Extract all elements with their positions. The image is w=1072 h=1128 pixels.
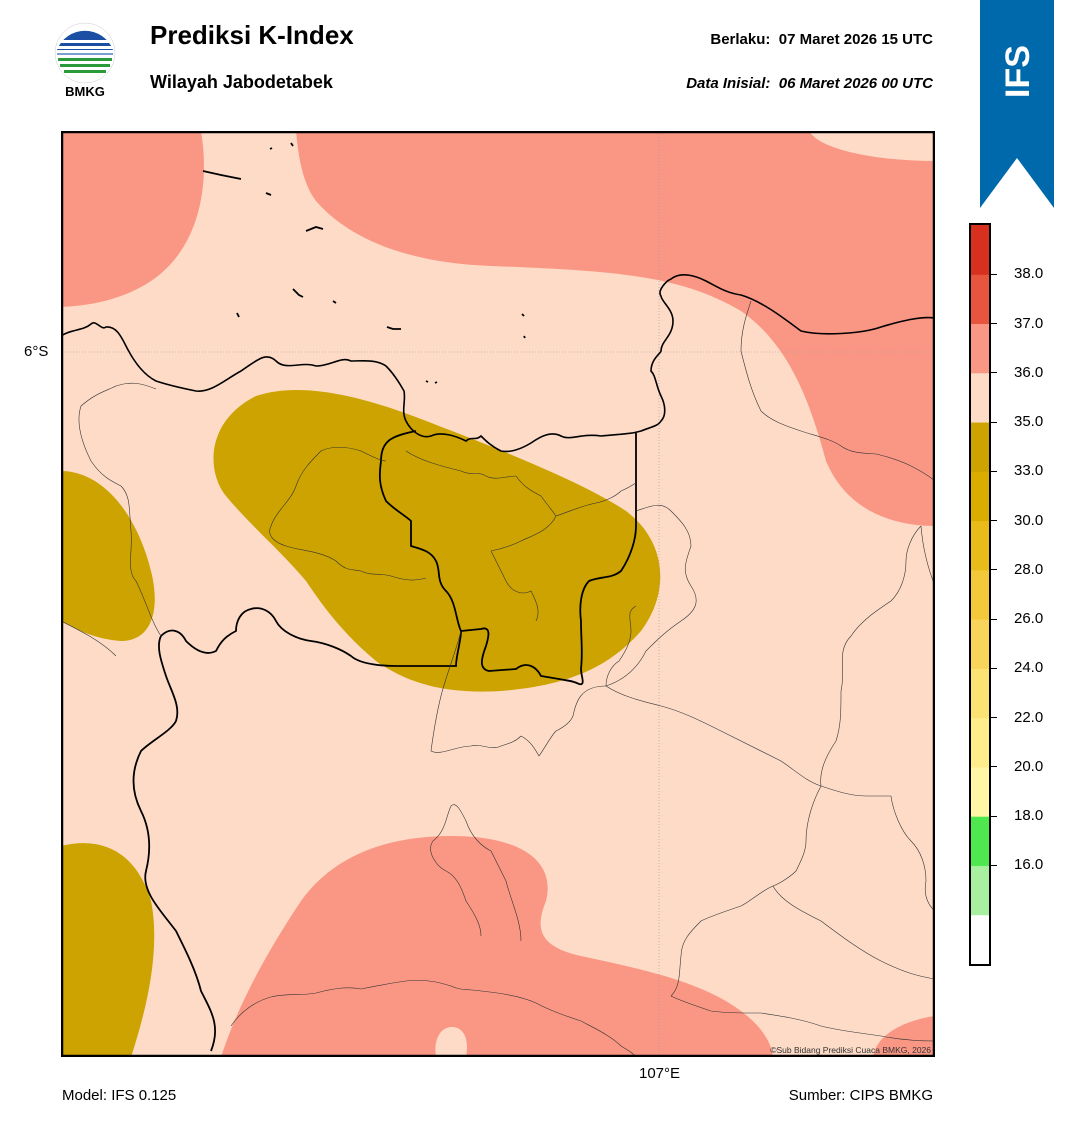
region-35-36-gap (435, 1026, 467, 1057)
region-36-37-north (296, 131, 935, 526)
region-33-35-center (213, 389, 661, 692)
colorbar-tick-label: 26.0 (1014, 610, 1044, 628)
colorbar-tick-label: 35.0 (1014, 413, 1044, 431)
colorbar-tick (991, 323, 997, 325)
colorbar-segment (971, 422, 989, 472)
colorbar-tick (991, 421, 997, 423)
colorbar-tick-label: 38.0 (1014, 265, 1044, 283)
java-north-coastline (61, 274, 935, 453)
colorbar-tick-label: 16.0 (1014, 856, 1044, 874)
colorbar-tick (991, 815, 997, 817)
lon-tick-label: 107°E (639, 1065, 681, 1082)
chart-title: Prediksi K-Index (150, 20, 354, 50)
colorbar-segment (971, 668, 989, 719)
region-36-37-south (221, 836, 773, 1057)
valid-label: Berlaku: (710, 31, 771, 48)
colorbar-tick-label: 33.0 (1014, 462, 1044, 480)
colorbar-tick (991, 520, 997, 522)
logo-text: BMKG (65, 84, 105, 99)
region-33-35-southwest (61, 843, 155, 1057)
k-index-map: ©Sub Bidang Prediksi Cuaca BMKG, 2026 (61, 131, 935, 1057)
colorbar-segment (971, 372, 989, 423)
colorbar-tick-label: 18.0 (1014, 807, 1044, 825)
region-36-37-northwest (61, 131, 204, 307)
province-borders (132, 430, 637, 1052)
bmkg-logo (54, 22, 116, 84)
colorbar-segment (971, 766, 989, 817)
colorbar-segment (971, 520, 989, 571)
colorbar-segment (971, 323, 989, 374)
init-label: Data Inisial: (686, 75, 771, 92)
colorbar-tick-label: 28.0 (1014, 560, 1044, 578)
colorbar-tick-label: 22.0 (1014, 708, 1044, 726)
colorbar-tick (991, 667, 997, 669)
colorbar-tick-label: 20.0 (1014, 757, 1044, 775)
region-33-35-west (61, 471, 155, 641)
ifs-ribbon (980, 0, 1054, 208)
init-time: 06 Maret 2026 00 UTC (778, 75, 933, 92)
copyright-text: ©Sub Bidang Prediksi Cuaca BMKG, 2026 (770, 1045, 931, 1055)
colorbar-tick (991, 470, 997, 472)
district-borders (61, 300, 935, 1057)
colorbar-tick-label: 36.0 (1014, 363, 1044, 381)
colorbar-tick (991, 864, 997, 866)
colorbar-frame (969, 223, 991, 966)
valid-time-line: Berlaku: 07 Maret 2026 15 UTC (710, 31, 933, 48)
region-36-37-southeast (873, 1016, 935, 1057)
colorbar-segment (971, 816, 989, 866)
map-frame (61, 131, 935, 1057)
lat-tick-label: 6°S (24, 343, 49, 360)
colorbar-tick (991, 717, 997, 719)
colorbar-tick (991, 273, 997, 275)
colorbar-segment (971, 914, 989, 965)
colorbar-segment (971, 471, 989, 522)
colorbar-segment (971, 619, 989, 669)
colorbar-segment (971, 274, 989, 325)
init-time-line: Data Inisial: 06 Maret 2026 00 UTC (686, 75, 933, 92)
ribbon-text: IFS (999, 45, 1037, 98)
colorbar (969, 223, 991, 966)
colorbar-tick-label: 30.0 (1014, 511, 1044, 529)
colorbar-segment (971, 225, 989, 275)
colorbar-segment (971, 569, 989, 620)
colorbar-tick (991, 569, 997, 571)
valid-time: 07 Maret 2026 15 UTC (778, 31, 933, 48)
colorbar-tick-label: 24.0 (1014, 659, 1044, 677)
colorbar-tick-label: 37.0 (1014, 314, 1044, 332)
colorbar-tick (991, 372, 997, 374)
colorbar-segment (971, 865, 989, 916)
ribbon-label: IFS (999, 45, 1037, 98)
colorbar-tick (991, 766, 997, 768)
colorbar-segment (971, 717, 989, 768)
thousand-islands (202, 142, 526, 384)
source-label: Sumber: CIPS BMKG (788, 1087, 933, 1104)
model-label: Model: IFS 0.125 (62, 1087, 177, 1104)
chart-subtitle: Wilayah Jabodetabek (150, 72, 333, 92)
colorbar-tick (991, 618, 997, 620)
